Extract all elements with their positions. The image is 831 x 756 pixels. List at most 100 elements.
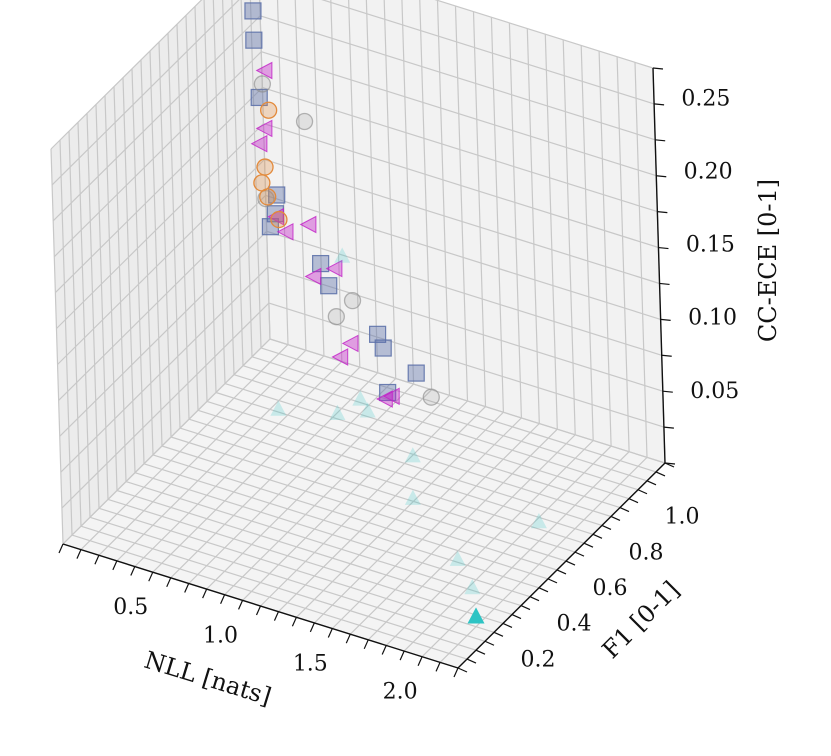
data-point-slate-square xyxy=(245,31,263,49)
data-point-gray-circle xyxy=(327,308,345,326)
grid-line-z xyxy=(54,86,658,294)
y-axis-tick xyxy=(646,480,657,486)
z-axis-tick xyxy=(663,426,674,429)
x-tick-label: 1.0 xyxy=(203,623,238,648)
x-axis-tick xyxy=(130,566,136,576)
grid-line-z xyxy=(62,338,666,545)
grid-line-z xyxy=(50,0,654,150)
data-point-magenta-triangle-left xyxy=(276,222,294,241)
y-axis-tick xyxy=(538,587,549,593)
data-point-slate-square xyxy=(374,339,392,357)
highlight-point xyxy=(467,607,485,624)
y-axis-tick xyxy=(565,560,576,566)
grid-line-z xyxy=(56,122,659,329)
z-axis-tick xyxy=(658,246,669,250)
z-axis-tick xyxy=(656,175,667,178)
z-tick-label: 0.10 xyxy=(688,306,737,331)
data-point-slate-square xyxy=(369,325,387,343)
data-point-cyan-triangle-up xyxy=(404,447,421,463)
x-axis-tick xyxy=(435,662,441,672)
data-point-cyan-triangle-up xyxy=(329,404,346,420)
data-point-magenta-triangle-left xyxy=(255,119,273,138)
data-point-magenta-triangle-left xyxy=(331,348,349,366)
data-point-orange-circle xyxy=(270,210,288,229)
y-axis-tick xyxy=(511,613,522,620)
x-axis-tick xyxy=(148,571,154,582)
x-axis-tick xyxy=(399,650,405,661)
data-point-slate-square xyxy=(244,2,262,20)
y-tick-label: 0.6 xyxy=(593,576,628,601)
data-point-magenta-triangle-left xyxy=(250,134,268,153)
x-axis-tick xyxy=(76,549,82,559)
data-point-slate-square xyxy=(250,88,268,107)
y-axis-tick xyxy=(547,578,558,584)
y-axis-tick xyxy=(529,596,540,602)
z-tick-label: 0.25 xyxy=(681,86,730,111)
x-tick-label: 2.0 xyxy=(383,680,418,705)
grid-line-z xyxy=(59,230,662,437)
data-point-magenta-triangle-left xyxy=(382,387,400,406)
y-axis-tick xyxy=(466,658,477,664)
data-point-slate-square xyxy=(407,364,425,382)
grid-line-z xyxy=(52,15,656,222)
data-point-magenta-triangle-left xyxy=(299,215,317,234)
x-axis-tick xyxy=(381,645,387,655)
y-tick-label: 0.4 xyxy=(557,612,592,637)
y-axis-tick xyxy=(475,649,486,655)
x-axis-title: NLL [nats] xyxy=(141,646,274,711)
data-point-cyan-triangle-up xyxy=(359,402,376,418)
data-point-orange-circle xyxy=(259,188,277,206)
y-axis-tick xyxy=(502,622,513,628)
data-point-cyan-triangle-up xyxy=(449,550,466,566)
x-axis-tick xyxy=(291,617,297,627)
x-axis-tick xyxy=(166,577,172,588)
data-point-cyan-triangle-up xyxy=(530,513,547,529)
z-axis-tick xyxy=(662,390,673,393)
z-axis-tick xyxy=(654,103,665,106)
x-axis-tick xyxy=(255,605,262,616)
data-point-cyan-triangle-up xyxy=(352,390,369,406)
x-axis-tick xyxy=(273,611,280,621)
y-axis-tick xyxy=(520,605,531,611)
y-axis-tick xyxy=(556,569,567,575)
grid-layer xyxy=(50,0,666,669)
y-tick-label: 1.0 xyxy=(665,505,700,530)
data-point-magenta-triangle-left xyxy=(325,259,343,278)
y-axis-tick xyxy=(637,489,648,495)
grid-line-z xyxy=(58,194,661,401)
data-point-gray-circle xyxy=(295,112,314,131)
z-axis-tick xyxy=(652,67,664,70)
z-axis-tick xyxy=(659,282,670,286)
x-tick-label: 0.5 xyxy=(113,595,148,620)
x-axis-tick xyxy=(112,560,118,571)
points-layer xyxy=(244,2,547,624)
y-axis-tick xyxy=(493,631,504,637)
x-tick-label: 1.5 xyxy=(293,652,328,677)
y-axis-tick xyxy=(457,667,468,673)
axes-layer xyxy=(58,67,676,678)
grid-line-z xyxy=(61,302,665,509)
z-axis-title: CC-ECE [0-1] xyxy=(754,179,782,342)
pane-layer xyxy=(51,0,665,668)
y-axis-tick xyxy=(655,471,666,477)
data-point-gray-circle xyxy=(343,291,362,310)
y-axis-tick xyxy=(610,515,621,522)
y-tick-label: 0.8 xyxy=(629,540,664,565)
data-point-magenta-triangle-left xyxy=(304,267,322,286)
x-axis-tick xyxy=(184,583,190,593)
data-point-cyan-triangle-up xyxy=(270,400,287,416)
z-axis-tick xyxy=(655,139,666,142)
grid-line-z xyxy=(60,266,663,473)
y-axis-tick xyxy=(619,507,630,513)
z-axis-tick xyxy=(664,462,676,465)
z-axis-line xyxy=(652,67,666,464)
y-axis-line xyxy=(457,462,666,669)
x-axis-tick xyxy=(237,600,244,610)
z-tick-label: 0.15 xyxy=(686,233,735,258)
data-point-magenta-triangle-left xyxy=(376,390,393,408)
grid-line-z xyxy=(53,51,657,258)
y-tick-label: 0.2 xyxy=(521,647,556,672)
x-axis-tick xyxy=(363,639,369,650)
data-point-magenta-triangle-left xyxy=(341,334,359,353)
